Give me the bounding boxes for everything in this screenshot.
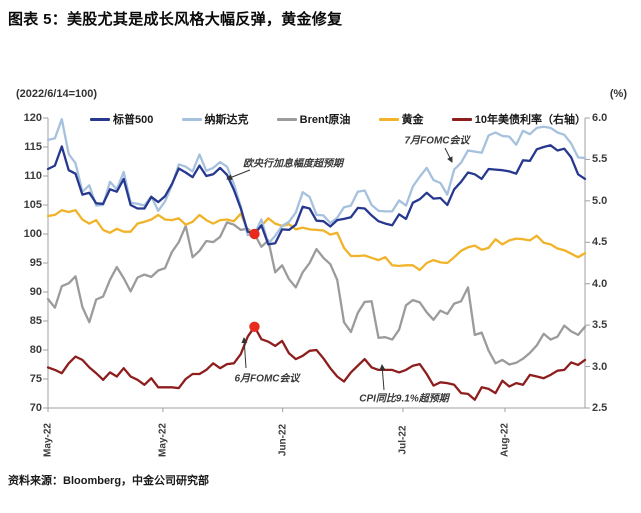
left-axis-tick-label: 120 (23, 112, 42, 124)
legend-label: 黄金 (401, 114, 424, 126)
annotation-arrow (444, 147, 453, 163)
left-axis-tick-label: 70 (29, 402, 42, 414)
left-axis-tick-label: 95 (29, 257, 42, 269)
series-line-标普500 (46, 144, 587, 246)
legend-swatch-icon (276, 117, 297, 121)
left-axis-tick-label: 75 (29, 373, 42, 385)
legend-item: 标普500 (90, 111, 153, 127)
series-line-Brent原油 (46, 221, 587, 366)
right-axis-tick-label: 4.0 (592, 277, 608, 290)
right-axis-tick-label: 3.5 (592, 319, 608, 332)
x-axis-tick-label: May-22 (157, 423, 169, 457)
right-axis-unit-label: (%) (609, 88, 627, 100)
x-axis-tick-label: May-22 (42, 423, 54, 457)
left-axis-tick-label: 110 (24, 170, 42, 182)
annotation-label: 7月FOMC会议 (404, 135, 470, 147)
event-dot (249, 321, 260, 332)
series-line-黄金 (46, 209, 587, 272)
series-line-纳斯达克 (46, 118, 587, 246)
right-axis-tick-label: 6.0 (592, 112, 608, 124)
legend: 标普500 纳斯达克 Brent原油 黄金 10年美债利率（右轴） (90, 111, 586, 127)
legend-label: 标普500 (113, 114, 154, 126)
annotation-arrow (241, 337, 248, 369)
x-axis-tick-label: Jun-22 (277, 423, 289, 457)
annotation-arrow (226, 169, 251, 180)
left-axis-tick-label: 100 (23, 228, 42, 240)
x-axis-tick-label: Aug-22 (499, 423, 511, 457)
legend-item: 10年美债利率（右轴） (451, 111, 586, 127)
legend-item: 纳斯达克 (181, 111, 249, 127)
annotation-label: 6月FOMC会议 (234, 373, 300, 385)
legend-swatch-icon (90, 117, 110, 121)
legend-swatch-icon (181, 117, 202, 121)
annotation-label: 欧央行加息幅度超预期 (243, 158, 343, 170)
legend-item: 黄金 (378, 111, 424, 127)
left-axis-unit-label: (2022/6/14=100) (16, 88, 98, 100)
right-axis-tick-label: 5.0 (592, 194, 608, 207)
annotation-label: CPI同比9.1%超预期 (359, 393, 449, 405)
figure-title: 图表 5：美股尤其是成长风格大幅反弹，黄金修复 (8, 11, 343, 28)
legend-swatch-icon (378, 117, 399, 121)
right-axis-tick-label: 4.5 (592, 236, 608, 249)
source-note: 资料来源：Bloomberg，中金公司研究部 (8, 475, 210, 487)
annotation-arrow (379, 364, 386, 391)
right-axis-tick-label: 5.5 (592, 153, 608, 166)
left-axis-tick-label: 85 (29, 315, 42, 327)
right-axis-tick-label: 2.5 (592, 402, 608, 414)
left-axis-tick-label: 80 (29, 344, 42, 356)
event-dot (249, 228, 260, 240)
plot-svg (43, 117, 590, 412)
left-axis-tick-label: 115 (24, 141, 42, 153)
left-axis-tick-label: 90 (29, 286, 42, 298)
left-axis-tick-label: 105 (23, 199, 42, 211)
legend-item: Brent原油 (276, 111, 351, 127)
legend-label: 纳斯达克 (204, 114, 249, 126)
legend-swatch-icon (451, 117, 472, 121)
series-line-10年美债利率（右轴） (46, 325, 587, 401)
x-axis-tick-label: Jul-22 (397, 425, 409, 455)
legend-label: Brent原油 (299, 114, 351, 126)
legend-label: 10年美债利率（右轴） (474, 114, 586, 126)
right-axis-tick-label: 3.0 (592, 360, 608, 373)
